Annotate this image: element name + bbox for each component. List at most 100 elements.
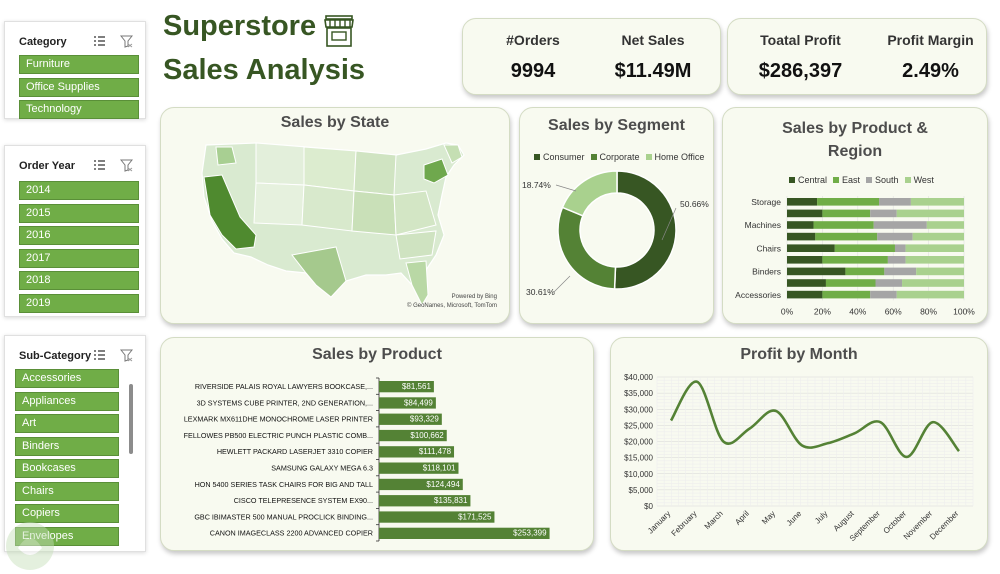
category-slicer-item[interactable]: Furniture [19, 55, 139, 74]
x-tick-label: July [813, 509, 829, 525]
product-bar [379, 413, 442, 425]
segment-slice [613, 170, 677, 290]
legend-swatch [645, 154, 652, 160]
sub-category-slicer-item[interactable]: Envelopes [15, 526, 119, 546]
net-sales-value: $11.49M [614, 60, 692, 82]
sales-by-state-card: Sales by State Powered by Bing © GeoName… [160, 107, 510, 324]
profit-line-chart[interactable]: $0 $5,000 $10,000 $15,000 $20,000 $25,000 $30,… [611, 364, 989, 550]
slicer-scrollbar[interactable] [129, 384, 133, 454]
stacked-bar-segment [916, 267, 964, 276]
order-year-slicer-item[interactable]: 2014 [19, 181, 139, 200]
category-slicer-item[interactable]: Office Supplies [19, 77, 139, 97]
clear-filter-icon[interactable] [120, 159, 133, 172]
total-profit-value: $286,397 [758, 60, 843, 82]
product-label: HON 5400 SERIES TASK CHAIRS FOR BIG AND … [195, 480, 373, 489]
product-bar [379, 446, 455, 458]
x-tick-label: April [733, 509, 751, 527]
sub-category-slicer-item[interactable]: Copiers [15, 504, 119, 523]
clear-filter-icon[interactable] [120, 349, 133, 362]
product-value-label: $253,399 [513, 529, 547, 538]
us-map[interactable] [196, 135, 486, 310]
legend-label: Central [798, 175, 828, 185]
leader-line [555, 184, 577, 192]
sub-category-slicer-item[interactable]: Accessories [15, 369, 119, 388]
product-value-label: $93,329 [410, 415, 439, 424]
y-tick-label: Accessories [735, 290, 781, 300]
profit-by-month-card: Profit by Month $0 $5,000 $10,000 $15,000 $2… [610, 337, 988, 551]
sub-category-slicer-item[interactable]: Art [15, 414, 119, 433]
multi-select-icon[interactable] [93, 349, 106, 362]
x-tick-label: March [703, 509, 725, 531]
product-bar [379, 429, 447, 442]
x-tick-label: June [785, 509, 804, 528]
order-year-slicer-item[interactable]: 2018 [19, 271, 139, 290]
stacked-bar-segment [870, 209, 897, 218]
stacked-bar-segment [877, 232, 913, 241]
stacked-bar-segment [787, 244, 835, 252]
legend-item: Central [789, 175, 827, 185]
legend-item: Corporate [590, 152, 640, 162]
x-tick-label: 0% [781, 306, 794, 316]
orders-label: #Orders [506, 32, 560, 48]
storefront-icon [324, 15, 354, 47]
product-bar-chart[interactable]: RIVERSIDE PALAIS ROYAL LAWYERS BOOKCASE,… [161, 368, 595, 550]
clear-filter-icon[interactable] [120, 35, 133, 48]
sub-category-slicer-item[interactable]: Chairs [15, 481, 119, 501]
segment-data-label: 30.61% [526, 287, 555, 297]
segment-legend: Consumer Corporate Home Office [534, 147, 714, 165]
order-year-slicer-item[interactable]: 2015 [19, 203, 139, 223]
profit-line [669, 380, 961, 459]
y-tick-label: $30,000 [624, 405, 653, 414]
page-title-line2: Sales Analysis [163, 54, 366, 86]
net-sales-label: Net Sales [621, 32, 685, 48]
category-slicer-item[interactable]: Technology [19, 100, 139, 119]
legend-label: Corporate [599, 152, 640, 162]
legend-item: South [866, 175, 899, 185]
sub-category-slicer: Sub-Category Accessories Appliances Art Bin… [4, 335, 146, 552]
legend-swatch [789, 177, 795, 183]
sub-category-slicer-item[interactable]: Appliances [15, 391, 119, 411]
product-value-label: $100,662 [410, 431, 444, 440]
x-tick-label: May [760, 509, 777, 526]
map-credit-geonames: © GeoNames, Microsoft, TomTom [407, 303, 497, 309]
stacked-bar-segment [894, 244, 906, 252]
category-slicer-title: Category [19, 36, 67, 48]
sub-category-slicer-title: Sub-Category [19, 350, 92, 362]
product-label: CANON IMAGECLASS 2200 ADVANCED COPIER [210, 529, 373, 538]
y-tick-label: $25,000 [624, 421, 653, 430]
product-region-stacked-chart[interactable]: 0% 20% 40% 60% 80% 100% Accessories Binders Chai… [723, 188, 989, 322]
product-value-label: $81,561 [402, 382, 431, 391]
multi-select-icon[interactable] [93, 159, 106, 172]
multi-select-icon[interactable] [93, 35, 106, 48]
legend-item: Consumer [534, 152, 585, 162]
segment-slice [557, 206, 617, 290]
sub-category-slicer-item[interactable]: Binders [15, 436, 119, 456]
sales-by-product-card: Sales by Product RIVERSIDE PALAIS ROYAL … [160, 337, 594, 551]
product-value-label: $118,101 [423, 464, 456, 473]
stacked-bar-segment [910, 198, 964, 206]
product-value-label: $111,478 [419, 447, 452, 456]
order-year-slicer-item[interactable]: 2016 [19, 226, 139, 245]
category-slicer: Category Furniture Office Supplies Technol… [4, 21, 146, 119]
segment-data-label: 50.66% [680, 199, 709, 209]
order-year-slicer-item[interactable]: 2019 [19, 293, 139, 313]
stacked-bar-segment [834, 244, 895, 252]
stacked-bar-segment [822, 290, 871, 299]
y-tick-label: $20,000 [624, 438, 653, 447]
product-value-label: $124,494 [426, 480, 460, 489]
stacked-bar-segment [787, 209, 823, 218]
legend-swatch [833, 177, 840, 183]
product-bar [379, 462, 459, 474]
sales-by-product-region-card: Sales by Product & Region Central East Sou… [722, 107, 988, 324]
profit-margin-value: 2.49% [902, 60, 959, 82]
legend-swatch [904, 177, 911, 183]
x-tick-label: 80% [920, 306, 937, 316]
product-label: GBC IBIMASTER 500 MANUAL PROCLICK BINDIN… [194, 512, 373, 521]
segment-donut-chart[interactable]: 50.66% 30.61% 18.74% [520, 163, 715, 323]
product-value-label: $84,499 [404, 398, 433, 407]
x-tick-label: 60% [885, 306, 902, 316]
x-tick-label: 40% [849, 306, 866, 316]
product-chart-title: Sales by Product [312, 346, 442, 363]
sub-category-slicer-item[interactable]: Bookcases [15, 459, 119, 478]
order-year-slicer-item[interactable]: 2017 [19, 248, 139, 268]
